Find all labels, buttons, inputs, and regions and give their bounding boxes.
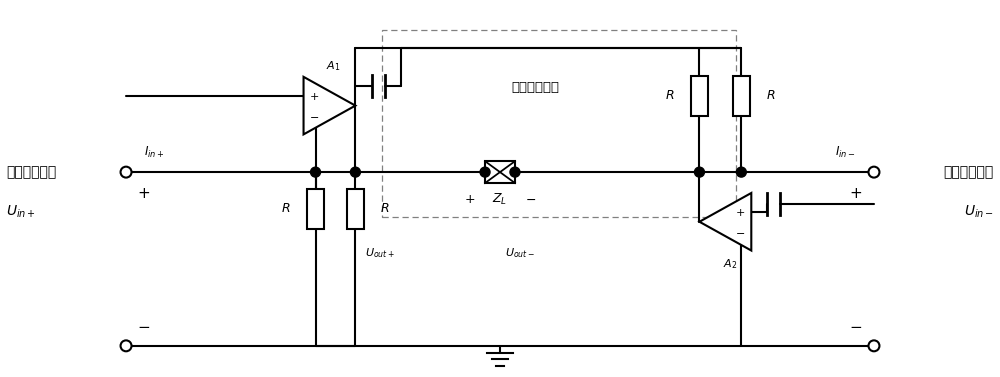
Text: $-$: $-$ [735, 227, 745, 237]
Text: $Z_{L}$: $Z_{L}$ [492, 192, 508, 207]
Text: $R$: $R$ [766, 89, 776, 102]
Circle shape [311, 167, 320, 177]
Text: 差分输入负极: 差分输入负极 [943, 165, 994, 179]
Circle shape [736, 167, 746, 177]
Text: $R$: $R$ [281, 202, 291, 215]
Text: +: + [850, 187, 862, 201]
Text: +: + [736, 208, 745, 218]
Circle shape [694, 167, 704, 177]
Text: $I_{in+}$: $I_{in+}$ [144, 145, 165, 160]
Bar [485, 161, 515, 183]
Text: 差分输出端口: 差分输出端口 [511, 81, 559, 94]
Text: $R$: $R$ [665, 89, 675, 102]
Circle shape [350, 167, 360, 177]
Text: $-$: $-$ [309, 110, 320, 121]
Text: $-$: $-$ [849, 319, 863, 334]
Text: $-$: $-$ [525, 193, 536, 207]
Text: 差分输入正极: 差分输入正极 [6, 165, 57, 179]
Text: $-$: $-$ [137, 319, 151, 334]
Text: $A_{2}$: $A_{2}$ [723, 257, 738, 271]
Text: +: + [138, 187, 150, 201]
Polygon shape [304, 77, 355, 135]
Bar [382, 30, 736, 217]
Text: $I_{in-}$: $I_{in-}$ [835, 145, 856, 160]
Text: $U_{in+}$: $U_{in+}$ [6, 204, 36, 220]
Text: $U_{out+}$: $U_{out+}$ [365, 247, 395, 261]
Polygon shape [699, 193, 751, 251]
Text: +: + [464, 193, 475, 207]
Circle shape [480, 167, 490, 177]
Text: +: + [310, 92, 319, 102]
Circle shape [121, 340, 132, 351]
Circle shape [868, 340, 879, 351]
Text: $R$: $R$ [380, 202, 390, 215]
Bar [307, 189, 324, 229]
Text: $U_{out-}$: $U_{out-}$ [505, 247, 535, 261]
Text: $U_{in-}$: $U_{in-}$ [964, 204, 994, 220]
Bar [347, 189, 364, 229]
Circle shape [868, 167, 879, 178]
Bar [691, 76, 708, 115]
Bar [733, 76, 750, 115]
Circle shape [510, 167, 520, 177]
Text: $A_{1}$: $A_{1}$ [326, 59, 341, 73]
Circle shape [121, 167, 132, 178]
